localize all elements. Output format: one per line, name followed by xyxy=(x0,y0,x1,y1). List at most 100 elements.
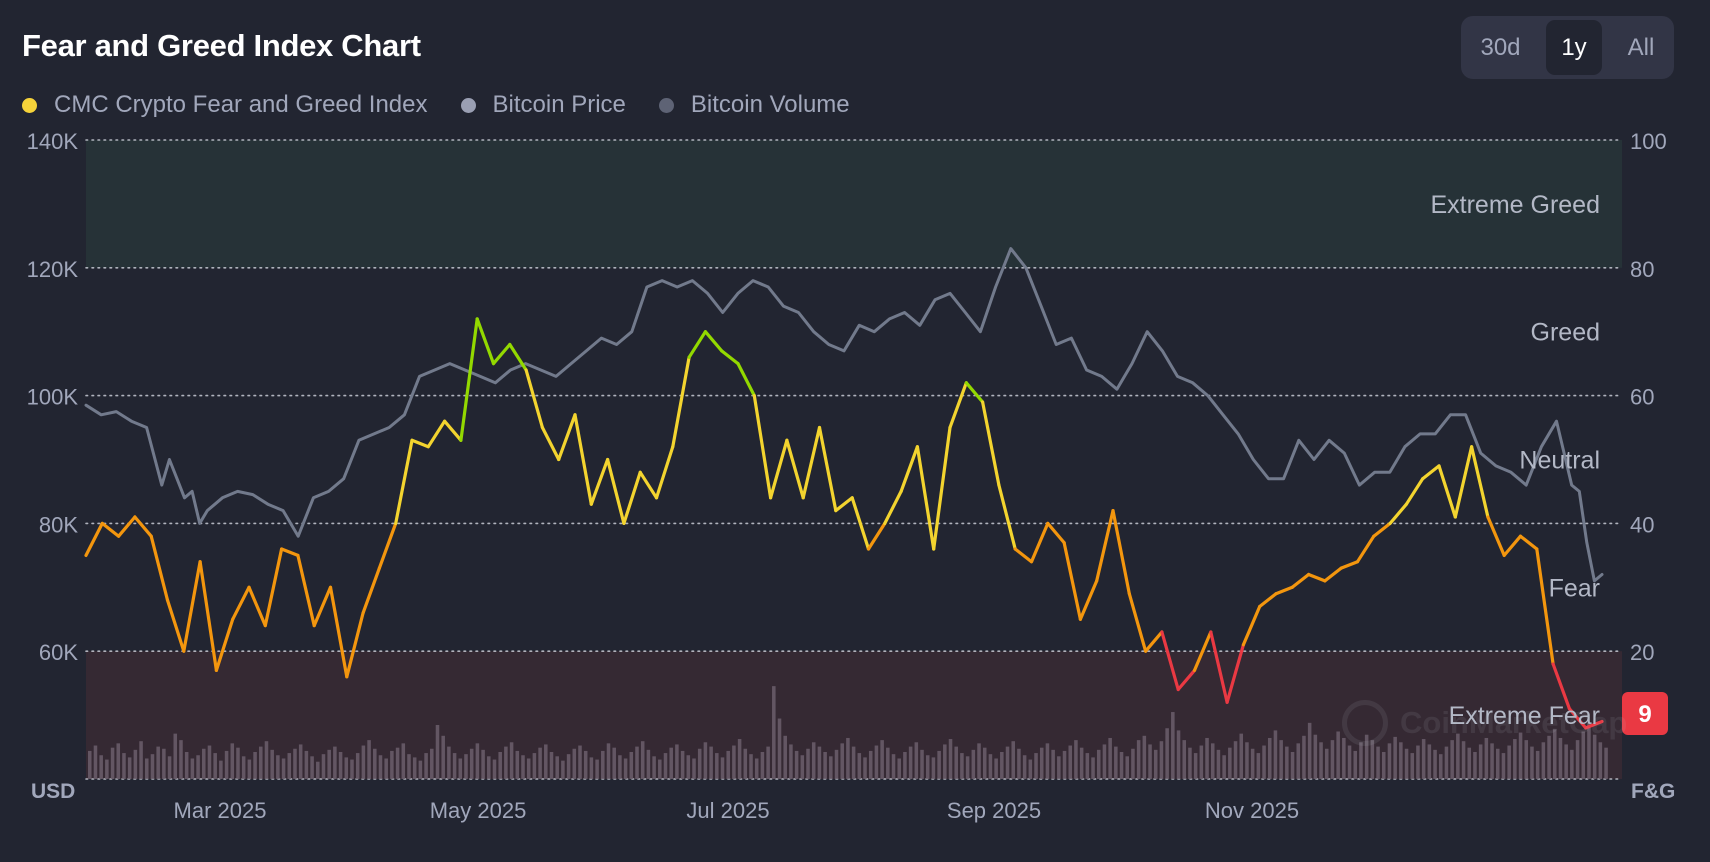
volume-bar xyxy=(623,758,628,779)
volume-bar xyxy=(811,742,816,779)
volume-bar xyxy=(355,753,360,779)
volume-bar xyxy=(777,718,782,779)
volume-bar xyxy=(988,754,993,779)
volume-bar xyxy=(703,742,708,779)
fear-greed-segment xyxy=(263,547,284,628)
fear-greed-segment xyxy=(638,470,659,500)
range-all-button[interactable]: All xyxy=(1627,34,1655,61)
volume-bar xyxy=(213,753,217,779)
fear-greed-segment xyxy=(1029,521,1050,564)
legend-item-fear-greed[interactable]: CMC Crypto Fear and Greed Index xyxy=(22,91,428,119)
volume-bar xyxy=(549,752,554,779)
volume-bar xyxy=(1245,742,1249,779)
volume-bar xyxy=(259,746,263,779)
fear-greed-segment xyxy=(1192,630,1213,673)
volume-bar xyxy=(1051,749,1055,779)
volume-bar xyxy=(1490,743,1494,779)
volume-bar xyxy=(868,750,873,779)
legend-item-bitcoin-price[interactable]: Bitcoin Price xyxy=(460,91,626,119)
fear-greed-segment xyxy=(605,457,626,526)
volume-bar xyxy=(715,753,719,779)
right-axis-tick: 60 xyxy=(1630,385,1654,410)
fear-greed-segment xyxy=(247,585,267,628)
fear-greed-segment xyxy=(1518,534,1539,551)
zone-label-neutral: Neutral xyxy=(1519,447,1600,475)
fear-greed-segment xyxy=(866,521,887,551)
volume-bar xyxy=(1467,747,1472,779)
volume-bar xyxy=(162,748,166,779)
volume-bar xyxy=(1228,747,1232,779)
volume-bar xyxy=(253,752,257,779)
fear-greed-segment xyxy=(1453,445,1474,519)
volume-bar xyxy=(891,754,896,779)
legend-item-bitcoin-volume[interactable]: Bitcoin Volume xyxy=(658,91,850,119)
volume-bar xyxy=(464,754,468,779)
fear-greed-segment xyxy=(508,342,528,372)
volume-bar xyxy=(709,746,713,779)
legend-label-fear-greed: CMC Crypto Fear and Greed Index xyxy=(54,91,428,118)
volume-bar xyxy=(127,757,132,779)
fear-greed-segment xyxy=(573,413,593,506)
volume-bar xyxy=(304,750,309,779)
volume-bar xyxy=(1575,740,1580,779)
fear-greed-segment xyxy=(557,413,577,462)
volume-bar xyxy=(156,746,160,779)
volume-bar xyxy=(333,746,337,779)
fear-greed-line xyxy=(84,317,1604,730)
volume-bar xyxy=(846,737,850,779)
volume-bar xyxy=(680,750,685,779)
volume-bar xyxy=(931,757,936,779)
fear-greed-segment xyxy=(850,496,871,551)
volume-bar xyxy=(1564,744,1568,779)
volume-bar xyxy=(99,755,103,779)
range-1y-button[interactable]: 1y xyxy=(1546,20,1602,75)
volume-bar xyxy=(1176,730,1181,779)
volume-bar xyxy=(202,748,206,779)
current-value-badge xyxy=(1622,692,1668,735)
volume-bar xyxy=(1433,749,1437,779)
volume-bar xyxy=(504,746,508,779)
volume-bar xyxy=(646,749,651,779)
volume-bar xyxy=(1279,740,1283,779)
volume-bar xyxy=(88,750,92,779)
volume-bar xyxy=(749,754,753,779)
volume-bar xyxy=(316,761,320,779)
fear-greed-segment xyxy=(165,598,186,653)
volume-bar xyxy=(361,745,366,779)
left-axis-tick: 120K xyxy=(27,257,79,282)
volume-bar xyxy=(743,748,748,779)
fear-greed-segment xyxy=(1372,521,1392,538)
volume-bar xyxy=(247,759,252,779)
volume-bar xyxy=(515,750,520,779)
volume-bar xyxy=(139,741,143,779)
range-30d-button[interactable]: 30d xyxy=(1480,34,1521,61)
fear-greed-segment xyxy=(703,330,724,353)
volume-bar xyxy=(133,749,138,779)
volume-bar xyxy=(1342,737,1346,779)
volume-bar xyxy=(1022,755,1027,779)
volume-bar xyxy=(532,753,537,779)
volume-bar xyxy=(1199,745,1204,779)
fear-greed-segment xyxy=(997,483,1017,551)
volume-bar xyxy=(407,754,411,779)
volume-bar xyxy=(1416,745,1420,779)
fear-greed-segment xyxy=(84,521,104,558)
volume-bar xyxy=(1262,745,1266,779)
fear-greed-segment xyxy=(231,585,251,621)
volume-bar xyxy=(367,740,371,779)
fear-greed-segment xyxy=(736,362,756,398)
volume-bar xyxy=(1376,746,1380,779)
volume-bar xyxy=(219,760,223,779)
volume-bar xyxy=(1364,734,1369,779)
volume-bar xyxy=(1273,730,1278,779)
right-axis-tick: 40 xyxy=(1630,512,1654,537)
volume-bar xyxy=(772,686,776,779)
volume-bar xyxy=(1074,740,1078,779)
fear-greed-segment xyxy=(443,419,463,442)
volume-bar xyxy=(863,757,867,779)
volume-bar xyxy=(196,755,200,779)
fear-greed-segment xyxy=(1241,604,1262,647)
volume-bar xyxy=(1319,742,1323,779)
legend-dot-bitcoin-price xyxy=(460,97,476,113)
